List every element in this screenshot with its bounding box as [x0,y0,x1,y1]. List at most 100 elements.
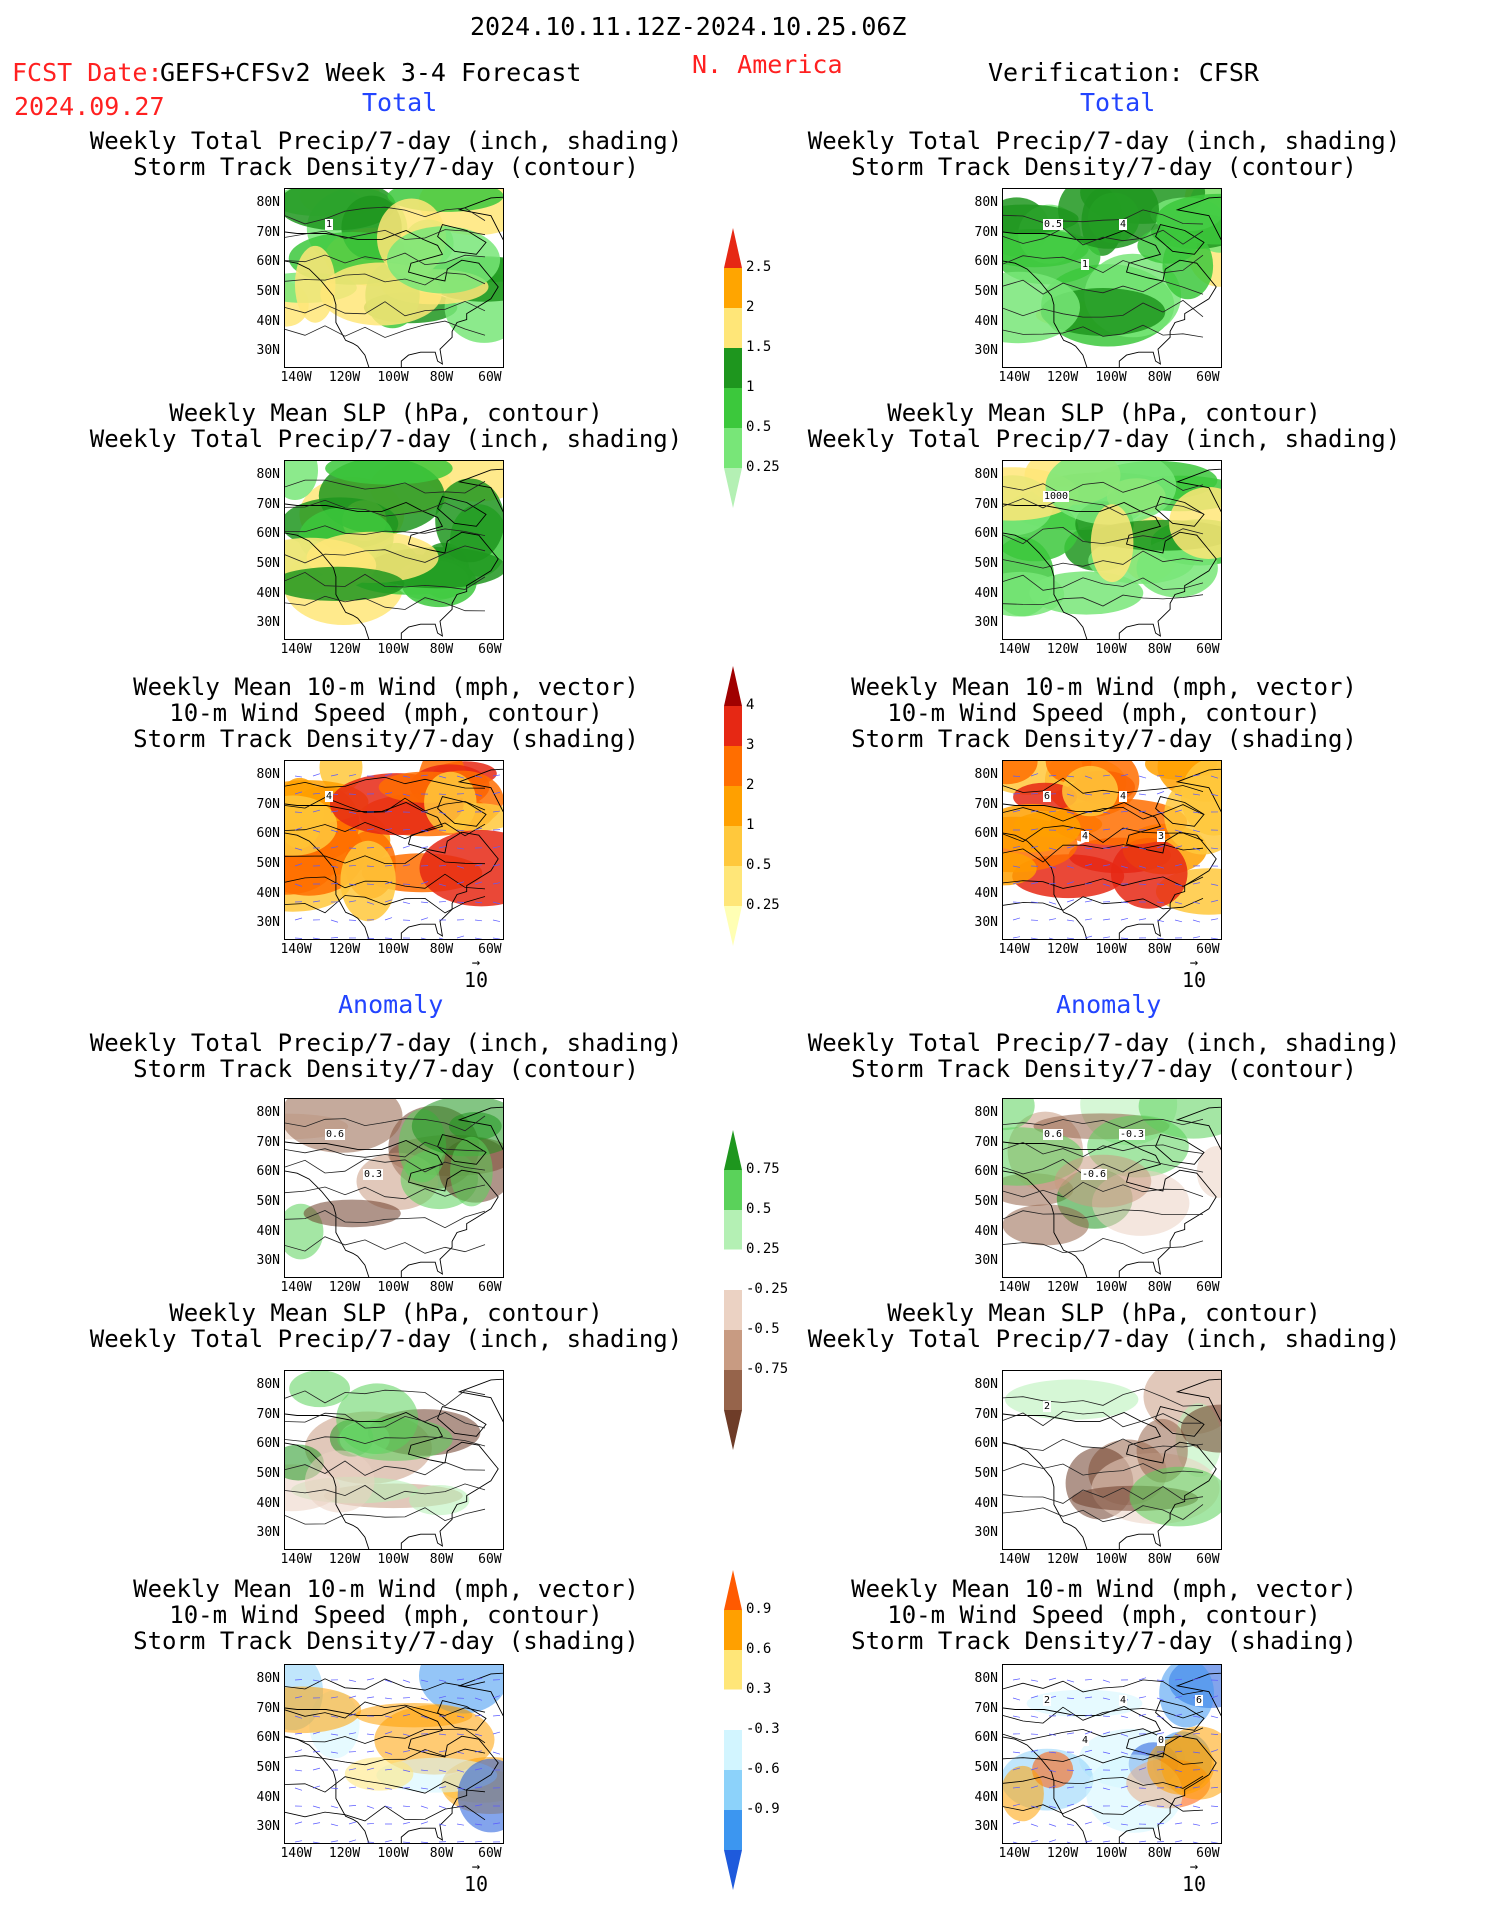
contour-line [285,1389,486,1407]
wind-vector [1192,793,1201,796]
map-plot [1003,461,1221,639]
wind-vector [1084,1714,1093,1717]
coastline [1175,1106,1221,1151]
wind-vector [438,865,447,867]
map-plot [1003,1371,1221,1549]
lat-tick-label: 30N [974,1525,998,1541]
wind-vector [1156,1822,1165,1825]
wind-vector [1066,1679,1075,1683]
contour-line [285,1776,486,1794]
wind-vector [1030,828,1039,831]
colorbar-segment [724,706,742,746]
lon-tick-label: 80W [429,370,454,385]
vector-reference-value: 10 [463,1872,489,1896]
contour-line [285,206,486,225]
shading-cell [1029,571,1144,615]
wind-vector [1210,883,1219,886]
wind-vector [456,1678,465,1681]
colorbar-segment [724,1810,742,1850]
region-title: N. America [692,50,843,79]
shading-cell [1003,1099,1035,1131]
wind-vector [330,1805,339,1809]
wind-vector [1156,827,1165,831]
lon-tick-label: 140W [998,1280,1030,1295]
contour-label: 4 [1081,1735,1090,1746]
title-line: Weekly Mean SLP (hPa, contour) [887,1299,1321,1327]
wind-vector [1174,829,1183,833]
contour-line [1003,324,1204,338]
lat-tick-label: 70N [974,1406,998,1422]
wind-vector [402,1769,411,1772]
wind-vector [438,845,447,849]
wind-vector [420,1787,429,1790]
colorbar-segment [724,786,742,826]
panel-title: Weekly Mean SLP (hPa, contour) Weekly To… [774,400,1434,452]
title-line: Weekly Total Precip/7-day (inch, shading… [89,1029,683,1057]
map-fcst-total-precip-storm: 1 [284,188,504,368]
wind-vector [492,846,501,849]
lon-tick-label: 140W [998,370,1030,385]
lon-tick-label: 140W [280,1280,312,1295]
wind-vector [1084,1768,1093,1771]
wind-vector [492,791,501,795]
shading-cell [1160,1726,1221,1800]
contour-line [1003,1504,1204,1523]
panel-title: Weekly Mean SLP (hPa, contour) Weekly To… [56,1300,716,1352]
wind-vector [402,864,411,867]
colorbar-level: 0.5 [746,857,772,873]
wind-vector [366,1696,375,1699]
wind-vector [474,864,483,867]
wind-vector [1210,1749,1219,1753]
wind-vector [492,1751,501,1755]
wind-vector [456,1769,465,1773]
wind-vector [1102,1821,1111,1825]
shading-cell [1156,193,1221,245]
wind-vector [420,1821,429,1825]
wind-vector [456,1751,465,1754]
wind-vector [1174,1786,1183,1789]
wind-vector [1084,1821,1093,1825]
panel-title: Weekly Total Precip/7-day (inch, shading… [56,1030,716,1082]
fcst-label: FCST Date: [12,58,163,87]
wind-vector [1120,827,1129,831]
contour-line [285,1678,486,1691]
wind-vector [1066,1697,1075,1699]
wind-vector [402,1679,411,1683]
wind-vector [1120,810,1129,813]
wind-vector [1048,865,1057,869]
lat-tick-label: 70N [256,224,280,240]
lat-tick-label: 30N [256,915,280,931]
colorbar-segment [724,1249,742,1291]
wind-vector [330,829,339,833]
wind-vector [1156,937,1165,939]
wind-vector [1120,1715,1129,1719]
contour-line [1003,896,1204,911]
wind-vector [1030,937,1039,939]
lat-tick-label: 50N [256,855,280,871]
map-plot [285,1371,503,1549]
wind-vector [1048,883,1057,885]
lat-tick-label: 80N [256,194,280,210]
wind-vector [1210,937,1219,939]
wind-vector [420,901,429,904]
wind-vector [1030,1679,1039,1682]
lat-tick-label: 60N [256,526,280,542]
wind-vector [1066,881,1075,885]
colorbar-level: 2 [746,777,755,793]
wind-vector [420,774,429,777]
lon-tick-label: 80W [1147,1846,1172,1861]
contour-line [1003,1141,1204,1158]
title-line: 10-m Wind Speed (mph, contour) [887,699,1321,727]
wind-vector [438,1679,447,1682]
wind-vector [1156,1841,1165,1843]
wind-vector [1012,1786,1021,1789]
wind-vector [402,845,411,849]
wind-vector [1084,775,1093,779]
lat-tick-label: 50N [256,283,280,299]
wind-vector [1066,1769,1075,1772]
contour-line [285,1115,486,1132]
contour-line [1003,550,1204,569]
wind-vector [474,1677,483,1681]
contour-line [285,525,486,536]
wind-vector [1084,847,1093,850]
